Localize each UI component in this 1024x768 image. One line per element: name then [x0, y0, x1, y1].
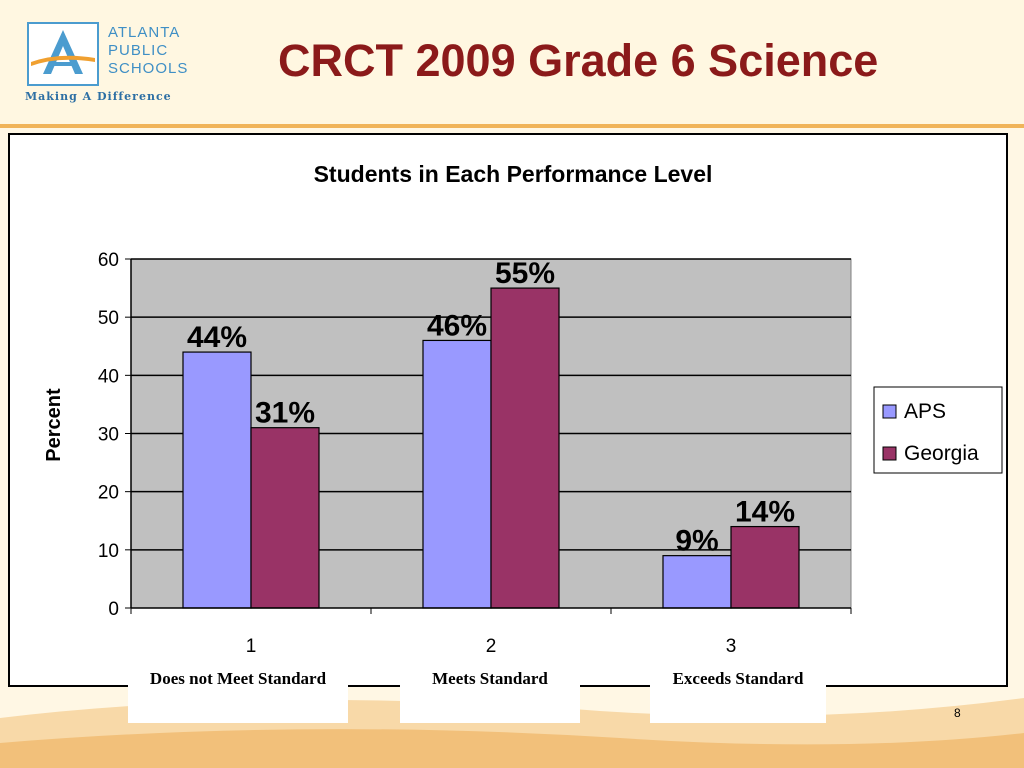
- bar-georgia-1: [250, 427, 320, 609]
- slide-title: CRCT 2009 Grade 6 Science: [278, 35, 879, 86]
- x-tick-label-1: 1: [246, 636, 257, 657]
- logo-line-1: ATLANTA: [108, 24, 181, 41]
- legend-swatch-aps: [882, 404, 897, 419]
- header-divider: [0, 124, 1024, 128]
- y-tick-label-0: 0: [108, 599, 119, 620]
- category-description-2: Meets Standard: [400, 663, 580, 723]
- y-axis-label: Percent: [43, 388, 65, 462]
- bar-georgia-3: [730, 525, 800, 609]
- bar-georgia-2: [490, 287, 560, 609]
- page-number: 8: [954, 706, 961, 720]
- y-tick-label-60: 60: [98, 250, 119, 271]
- legend-swatch-georgia: [882, 446, 897, 461]
- y-tick-label-20: 20: [98, 483, 119, 504]
- logo-a-icon: [27, 22, 99, 86]
- chart-title: Students in Each Performance Level: [314, 161, 713, 187]
- data-label-georgia-3: 14%: [735, 496, 795, 529]
- data-label-georgia-1: 31%: [255, 397, 315, 430]
- legend: APS Georgia: [873, 386, 1003, 474]
- x-tick-label-2: 2: [486, 636, 497, 657]
- data-label-aps-2: 46%: [427, 309, 487, 342]
- data-label-georgia-2: 55%: [495, 257, 555, 290]
- data-label-aps-3: 9%: [675, 525, 718, 558]
- y-tick-label-50: 50: [98, 308, 119, 329]
- bar-chart: Students in Each Performance Level Perce…: [43, 161, 1003, 657]
- logo-line-2: PUBLIC: [108, 42, 169, 59]
- slide-header: [0, 0, 1024, 126]
- y-tick-label-10: 10: [98, 541, 119, 562]
- legend-label-georgia: Georgia: [904, 442, 979, 465]
- y-tick-label-30: 30: [98, 425, 119, 446]
- y-tick-label-40: 40: [98, 366, 119, 387]
- logo-line-3: SCHOOLS: [108, 60, 189, 77]
- bar-aps-3: [662, 555, 732, 609]
- x-tick-label-3: 3: [726, 636, 737, 657]
- category-description-3: Exceeds Standard: [650, 663, 826, 723]
- data-label-aps-1: 44%: [187, 321, 247, 354]
- atlanta-public-schools-logo: ATLANTA PUBLIC SCHOOLS Making A Differen…: [22, 22, 207, 107]
- category-description-1: Does not Meet Standard: [128, 663, 348, 723]
- logo-tagline: Making A Difference: [25, 90, 172, 103]
- chart-frame: Students in Each Performance Level Perce…: [8, 133, 1008, 687]
- bar-aps-1: [182, 351, 252, 609]
- bar-aps-2: [422, 339, 492, 609]
- legend-label-aps: APS: [904, 400, 946, 423]
